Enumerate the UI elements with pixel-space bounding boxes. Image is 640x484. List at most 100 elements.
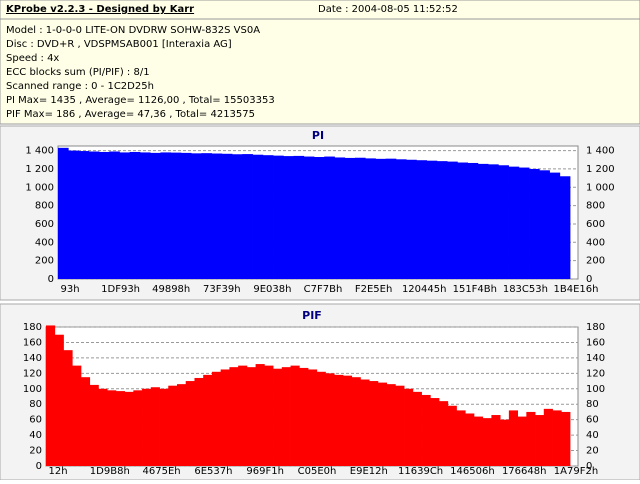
x-tick-label: 12h: [48, 466, 67, 477]
bar: [465, 413, 475, 466]
app-title: KProbe v2.2.3 - Designed by Karr: [6, 4, 194, 15]
bar: [314, 157, 325, 279]
x-tick-label: 183C53h: [503, 284, 548, 295]
bar: [180, 152, 192, 279]
bar: [252, 154, 264, 279]
bar: [63, 350, 73, 466]
y2-tick-label: 1 200: [586, 164, 615, 175]
bar: [426, 160, 438, 279]
info-line: ECC blocks sum (PI/PIF) : 8/1: [6, 67, 150, 78]
bar: [142, 388, 152, 466]
bar: [281, 367, 291, 466]
bar: [177, 384, 187, 466]
x-tick-label: E9E12h: [350, 466, 388, 477]
x-tick-label: 146506h: [450, 466, 495, 477]
y2-tick-label: 160: [586, 337, 605, 348]
bar: [194, 377, 204, 466]
y-tick-label: 400: [35, 237, 54, 248]
bar: [242, 154, 253, 279]
y-tick-label: 600: [35, 219, 54, 230]
bar: [98, 151, 110, 279]
x-tick-label: 73F39h: [203, 284, 241, 295]
y-tick-label: 100: [23, 384, 42, 395]
y-tick-label: 1 400: [25, 146, 54, 157]
y-tick-label: 1 200: [25, 164, 54, 175]
bar: [456, 410, 466, 466]
bar: [264, 365, 274, 466]
bar: [191, 153, 202, 279]
bar: [201, 153, 212, 279]
bar: [246, 367, 256, 466]
bar: [539, 170, 550, 279]
bar: [482, 418, 492, 466]
bar: [203, 374, 213, 466]
y2-tick-label: 140: [586, 353, 605, 364]
bar: [303, 156, 315, 279]
bar: [543, 408, 553, 466]
bar: [150, 152, 161, 279]
bar: [98, 388, 108, 466]
bar: [316, 371, 326, 466]
x-tick-label: 176648h: [502, 466, 547, 477]
x-tick-label: 6E537h: [194, 466, 232, 477]
bar: [324, 156, 335, 279]
bar: [447, 405, 457, 466]
bar: [273, 155, 284, 279]
y2-tick-label: 20: [586, 446, 599, 457]
bar: [477, 163, 489, 279]
bar: [109, 151, 120, 279]
info-line: PI Max= 1435 , Average= 1126,00 , Total=…: [6, 95, 275, 106]
x-tick-label: 120445h: [402, 284, 447, 295]
bar: [535, 415, 545, 466]
bar: [89, 384, 99, 466]
bar: [385, 158, 397, 279]
chart-title: PI: [312, 129, 324, 142]
bar: [488, 164, 499, 279]
bar: [221, 153, 233, 279]
bar: [508, 410, 518, 466]
y2-tick-label: 60: [586, 415, 599, 426]
y-tick-label: 180: [23, 322, 42, 333]
bar: [124, 391, 134, 466]
bar: [119, 152, 131, 279]
bar: [133, 390, 143, 466]
date: Date : 2004-08-05 11:52:52: [318, 4, 458, 15]
x-tick-label: C7F7Bh: [304, 284, 343, 295]
bar: [129, 151, 141, 279]
bar: [88, 151, 100, 279]
bar: [238, 365, 248, 466]
bar: [334, 157, 346, 279]
bar: [404, 388, 414, 466]
bar: [211, 371, 222, 466]
x-tick-label: 151F4Bh: [453, 284, 497, 295]
y2-tick-label: 100: [586, 384, 605, 395]
x-tick-label: 4675Eh: [143, 466, 181, 477]
bar: [559, 176, 571, 279]
bar: [262, 155, 274, 279]
bar: [406, 159, 417, 279]
info-line: Scanned range : 0 - 1C2D25h: [6, 81, 154, 92]
info-line: Model : 1-0-0-0 LITE-ON DVDRW SOHW-832S …: [6, 25, 260, 36]
bar: [58, 147, 69, 279]
bar: [436, 161, 448, 279]
info-line: PIF Max= 186 , Average= 47,36 , Total= 4…: [6, 109, 255, 120]
bar: [293, 155, 305, 279]
y-tick-label: 160: [23, 337, 42, 348]
bar: [54, 334, 64, 466]
bar: [517, 416, 527, 466]
y-tick-label: 60: [29, 415, 42, 426]
y2-tick-label: 180: [586, 322, 605, 333]
bar: [160, 152, 172, 279]
bar: [529, 168, 540, 279]
y2-tick-label: 1 400: [586, 146, 615, 157]
bar: [467, 162, 479, 279]
bar: [561, 411, 571, 466]
bar: [552, 410, 562, 466]
y2-tick-label: 400: [586, 237, 605, 248]
info-line: Disc : DVD+R , VDSPMSAB001 [Interaxia AG…: [6, 39, 232, 50]
y-tick-label: 200: [35, 256, 54, 267]
bar: [365, 158, 376, 279]
bar: [168, 385, 178, 466]
bar: [344, 157, 356, 279]
